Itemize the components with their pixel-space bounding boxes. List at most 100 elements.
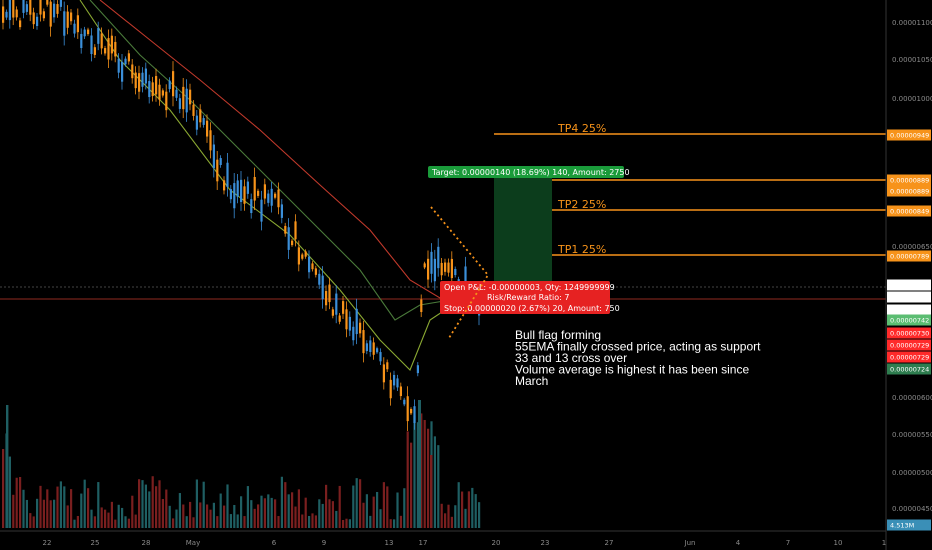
volume-bar (2, 449, 5, 528)
candle-body (389, 379, 392, 399)
candle-body (83, 29, 86, 37)
volume-bar (335, 510, 338, 528)
volume-bar (117, 504, 120, 528)
candle-body (403, 399, 406, 405)
candle-body (124, 58, 127, 65)
ema-line (79, 0, 479, 371)
volume-bar (260, 495, 263, 528)
volume-bar (87, 488, 90, 528)
candle-body (168, 80, 171, 90)
candle-body (100, 33, 103, 49)
price-label: 02:13:58 (890, 307, 919, 315)
candle-body (454, 268, 457, 276)
candle-body (243, 186, 246, 204)
volume-bar (263, 498, 266, 528)
volume-bar (444, 513, 447, 528)
candle-body (386, 362, 389, 370)
volume-bar (127, 518, 130, 528)
x-tick-label: 10 (834, 539, 843, 547)
volume-bar (386, 486, 389, 528)
volume-bar (39, 485, 42, 528)
volume-bar (301, 514, 304, 528)
candle-body (202, 118, 205, 125)
volume-bar (29, 513, 32, 528)
volume-bar (325, 484, 328, 528)
volume-bar (90, 509, 93, 528)
candle-body (25, 4, 28, 12)
time-axis[interactable]: 22 25 28 May 6 9 13 17 20 23 27 Jun 4 7 10 1 (0, 0, 886, 547)
candle-body (308, 256, 311, 273)
candle-body (76, 15, 79, 33)
volume-bar (175, 509, 178, 528)
volume-bar (161, 498, 164, 528)
price-axis[interactable]: 0.00001100 0.00001050 0.00001000 0.00000650… (885, 0, 932, 550)
candle-body (406, 396, 409, 422)
volume-bar (280, 476, 283, 528)
candle-body (301, 254, 304, 259)
volume-bar (124, 516, 127, 528)
candle-body (440, 262, 443, 276)
candle-body (104, 48, 107, 54)
candle-body (433, 258, 436, 282)
candle-body (250, 199, 253, 214)
volume-bar (219, 493, 222, 528)
price-label: 0.00000729 (890, 342, 929, 350)
volume-bar (277, 516, 280, 528)
candle-body (87, 29, 90, 35)
candle-body (195, 115, 198, 130)
candle-body (155, 76, 158, 95)
volume-bar (450, 516, 453, 528)
candle-body (393, 374, 396, 386)
volume-bar (311, 513, 314, 528)
x-tick-label: 27 (605, 539, 614, 547)
volume-bar (291, 492, 294, 528)
candle-body (73, 23, 76, 34)
volume-bar (274, 499, 277, 528)
candle-body (192, 104, 195, 116)
volume-bar (178, 493, 181, 528)
candle-body (318, 273, 321, 285)
candle-body (410, 409, 413, 414)
price-label: 0.00000746 (890, 294, 929, 302)
volume-bar (478, 502, 481, 528)
take-profit-label: TP2 25% (557, 198, 606, 211)
candle-body (93, 47, 96, 55)
volume-bar (110, 501, 113, 528)
volume-bar (202, 481, 205, 528)
note-line: 55EMA finally crossed price, acting as s… (515, 340, 761, 354)
candle-body (46, 0, 49, 5)
candle-body (416, 365, 419, 374)
x-tick-label: 28 (142, 539, 151, 547)
volume-spike (6, 405, 9, 528)
position-tool[interactable]: Target: 0.00000140 (18.69%) 140, Amount:… (428, 166, 630, 314)
take-profit-lines: TP4 25%TP3 25%TP2 25%TP1 25% (494, 122, 886, 256)
price-label: 0.00000849 (890, 208, 929, 216)
price-label: 0.00000729 (890, 354, 929, 362)
volume-bar (372, 496, 375, 528)
candle-body (42, 11, 45, 19)
candle-body (304, 251, 307, 257)
volume-bar (420, 413, 423, 528)
candle-body (49, 1, 52, 27)
flag-outline (430, 206, 490, 339)
volume-bar (297, 489, 300, 528)
volume-bar (416, 422, 419, 528)
volume-bar (270, 497, 273, 528)
volume-bar (396, 492, 399, 528)
volume-bar (53, 499, 56, 528)
candle-body (280, 204, 283, 218)
price-label-bg (887, 279, 931, 291)
candle-body (138, 73, 141, 92)
candle-body (348, 316, 351, 331)
x-tick-label: 13 (385, 539, 394, 547)
candle-body (236, 180, 239, 197)
volume-bar (359, 479, 362, 528)
volume-bar (376, 491, 379, 528)
volume-bar (216, 516, 219, 528)
candle-body (226, 162, 229, 187)
volume-bar (165, 489, 168, 528)
volume-bar (246, 486, 249, 528)
volume-bar (83, 479, 86, 528)
candle-body (22, 0, 25, 13)
